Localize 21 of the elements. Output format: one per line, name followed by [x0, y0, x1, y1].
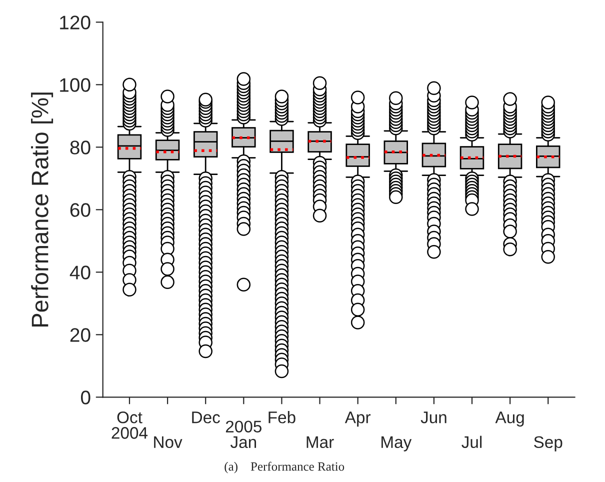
- x-tick-label: Sep: [534, 436, 562, 452]
- y-tick-label: 100: [60, 78, 90, 92]
- y-tick-label: 120: [60, 16, 90, 30]
- x-tick-label: Mar: [306, 436, 334, 448]
- x-tick-label: 2005 Jan: [226, 420, 262, 448]
- x-tick-label: Jul: [462, 436, 482, 448]
- x-tick-label: Oct 2004: [112, 411, 148, 439]
- y-axis-title: Performance Ratio [%]: [31, 92, 54, 326]
- x-tick-label: Aug: [495, 412, 524, 427]
- x-tick-label: Nov: [154, 436, 182, 448]
- text: (a) Performance Ratio: [224, 462, 344, 474]
- x-tick-label: Apr: [344, 412, 371, 427]
- y-tick-label: 40: [70, 266, 90, 280]
- x-tick-label: Feb: [268, 411, 296, 424]
- y-tick-label: 20: [70, 328, 90, 342]
- x-tick-label: Dec: [192, 412, 220, 424]
- y-tick-label: 60: [70, 203, 90, 217]
- x-tick-label: May: [382, 436, 412, 452]
- y-tick-label: 0: [80, 390, 90, 404]
- y-tick-label: 80: [70, 140, 90, 154]
- x-tick-label: Jun: [420, 412, 446, 424]
